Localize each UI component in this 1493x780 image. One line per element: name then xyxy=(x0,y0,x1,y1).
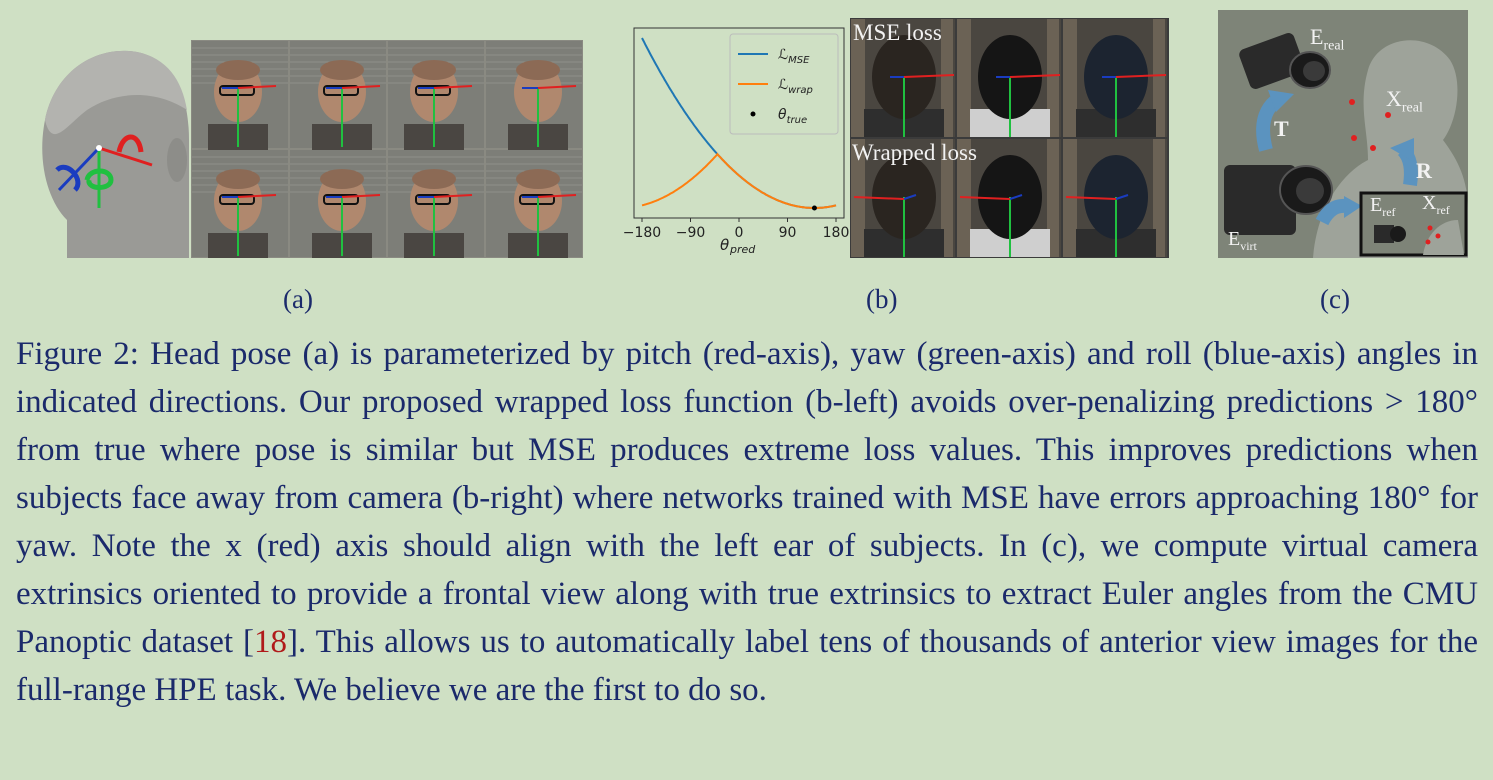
panel-a-head-model xyxy=(27,40,189,258)
loss-chart: −180 −90 0 90 180 ℒMSE ℒwrap θtrue θ pred xyxy=(612,20,852,260)
panel-b-photos: MSE loss Wrapped loss xyxy=(850,18,1169,258)
e-ref-label: E xyxy=(1370,194,1383,216)
mse-loss-label: MSE loss xyxy=(853,20,942,45)
chart-legend xyxy=(729,33,839,135)
chart-xlabel: θ xyxy=(720,236,729,254)
citation-link[interactable]: 18 xyxy=(254,624,288,660)
e-virt-label: E xyxy=(1228,228,1241,250)
arrow-virt-icon xyxy=(1315,198,1347,226)
panel-c-camera-diagram: Ereal Xreal T R Eref Xref Evirt xyxy=(1218,10,1468,258)
virtual-camera-icon xyxy=(1224,165,1333,235)
panel-c-label: (c) xyxy=(1320,284,1350,314)
figure-caption: Figure 2: Head pose (a) is parameterized… xyxy=(16,330,1478,714)
caption-text-1: Figure 2: Head pose (a) is parameterized… xyxy=(16,336,1478,660)
e-ref-sub: ref xyxy=(1382,205,1396,219)
panel-a-label: (a) xyxy=(283,284,313,314)
t-label: T xyxy=(1274,116,1289,141)
caption-text-2: ]. This allows us to automatically label… xyxy=(16,624,1479,708)
legend-swatch xyxy=(750,111,756,117)
chart-xlabel-sub: pred xyxy=(729,243,756,256)
e-real-sub: real xyxy=(1323,38,1345,54)
x-ref-sub: ref xyxy=(1436,203,1450,217)
x-tick-label: 90 xyxy=(779,225,797,241)
wrapped-loss-label: Wrapped loss xyxy=(852,140,977,165)
panel-b-label: (b) xyxy=(866,284,898,314)
panel-a-photo-grid xyxy=(191,40,583,258)
x-tick-label: −90 xyxy=(676,225,706,241)
x-tick-label: 0 xyxy=(735,225,744,241)
theta-true-point xyxy=(811,205,817,211)
pitch-axis-icon xyxy=(98,146,153,167)
x-tick-label: −180 xyxy=(623,225,661,241)
x-ref-label: X xyxy=(1422,192,1437,214)
x-real-label: X xyxy=(1386,86,1402,111)
real-camera-icon xyxy=(1239,33,1331,89)
r-label: R xyxy=(1416,158,1432,183)
e-virt-sub: virt xyxy=(1240,239,1257,253)
series-line-wrap xyxy=(641,152,837,209)
e-real-label: E xyxy=(1310,24,1324,49)
x-real-sub: real xyxy=(1401,100,1423,116)
x-tick-label: 180 xyxy=(823,225,850,241)
